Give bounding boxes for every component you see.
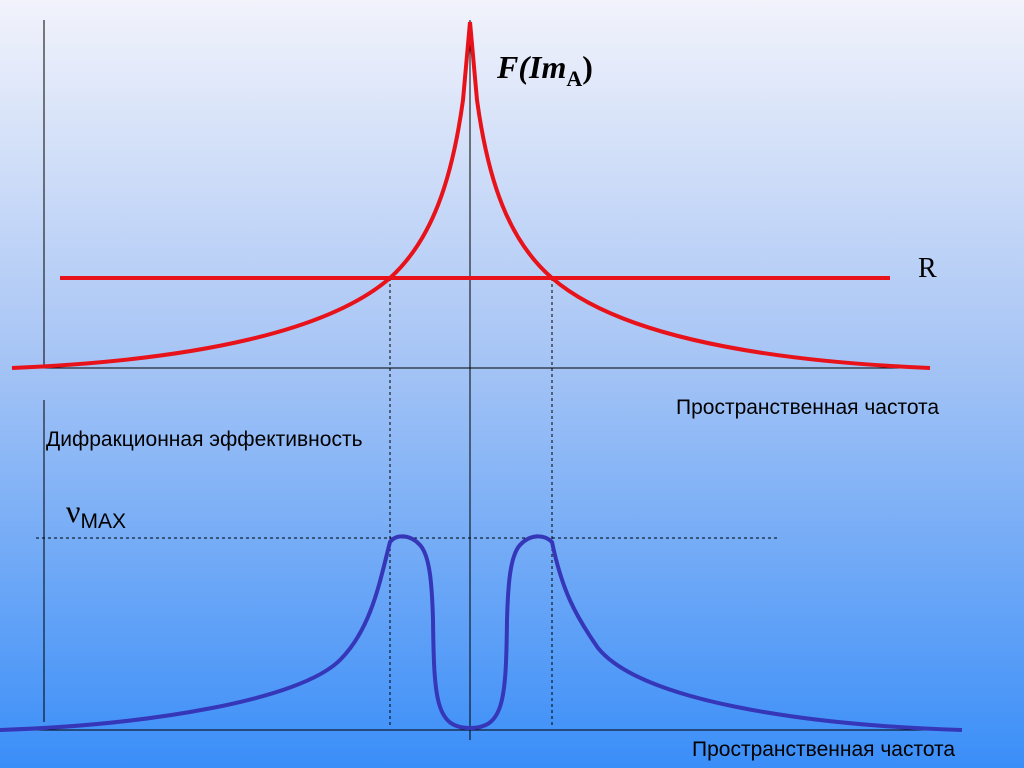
x-axis-label: Пространственная частота xyxy=(676,396,939,419)
y-axis-label: Дифракционная эффективность xyxy=(46,428,363,451)
axes xyxy=(0,20,962,740)
x-axis-label: Пространственная частота xyxy=(692,738,955,761)
blue-curve xyxy=(0,534,963,732)
curve-label: F(ImA) xyxy=(496,49,593,91)
guides xyxy=(36,278,778,728)
level-label: R xyxy=(918,253,937,284)
max-label: νMAX xyxy=(66,493,126,533)
max-symbol: ν xyxy=(66,493,80,529)
red-curve xyxy=(11,21,931,370)
curve-label-main: F(Im xyxy=(496,49,566,85)
max-sub: MAX xyxy=(80,510,126,533)
curve-label-sub: A xyxy=(566,66,582,91)
curve-label-close: ) xyxy=(582,49,593,85)
